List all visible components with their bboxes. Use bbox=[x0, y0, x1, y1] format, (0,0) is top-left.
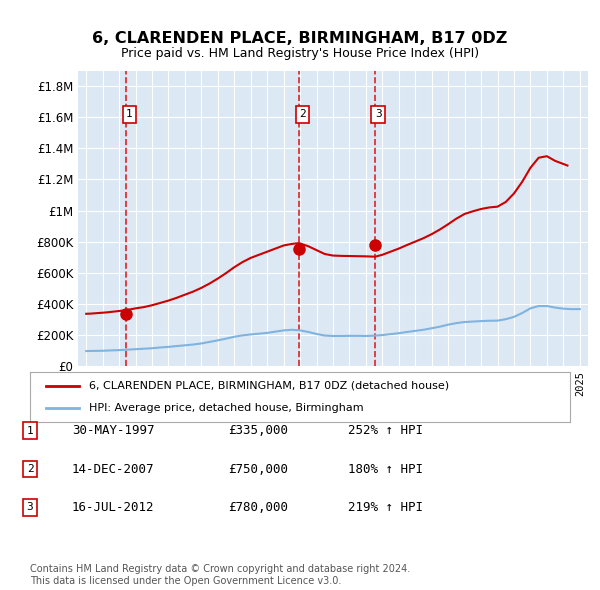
Text: 180% ↑ HPI: 180% ↑ HPI bbox=[348, 463, 423, 476]
Text: 14-DEC-2007: 14-DEC-2007 bbox=[72, 463, 155, 476]
Text: 2: 2 bbox=[299, 109, 306, 119]
Text: 30-MAY-1997: 30-MAY-1997 bbox=[72, 424, 155, 437]
Text: 252% ↑ HPI: 252% ↑ HPI bbox=[348, 424, 423, 437]
Text: 3: 3 bbox=[375, 109, 382, 119]
Text: Price paid vs. HM Land Registry's House Price Index (HPI): Price paid vs. HM Land Registry's House … bbox=[121, 47, 479, 60]
Text: 6, CLARENDEN PLACE, BIRMINGHAM, B17 0DZ: 6, CLARENDEN PLACE, BIRMINGHAM, B17 0DZ bbox=[92, 31, 508, 46]
Text: 219% ↑ HPI: 219% ↑ HPI bbox=[348, 501, 423, 514]
Text: £750,000: £750,000 bbox=[228, 463, 288, 476]
Text: 6, CLARENDEN PLACE, BIRMINGHAM, B17 0DZ (detached house): 6, CLARENDEN PLACE, BIRMINGHAM, B17 0DZ … bbox=[89, 381, 449, 391]
Text: 1: 1 bbox=[26, 426, 34, 435]
Text: Contains HM Land Registry data © Crown copyright and database right 2024.
This d: Contains HM Land Registry data © Crown c… bbox=[30, 565, 410, 586]
Text: 3: 3 bbox=[26, 503, 34, 512]
Text: HPI: Average price, detached house, Birmingham: HPI: Average price, detached house, Birm… bbox=[89, 403, 364, 413]
Text: 1: 1 bbox=[126, 109, 133, 119]
Text: 2: 2 bbox=[26, 464, 34, 474]
Text: £780,000: £780,000 bbox=[228, 501, 288, 514]
Text: 16-JUL-2012: 16-JUL-2012 bbox=[72, 501, 155, 514]
Text: £335,000: £335,000 bbox=[228, 424, 288, 437]
